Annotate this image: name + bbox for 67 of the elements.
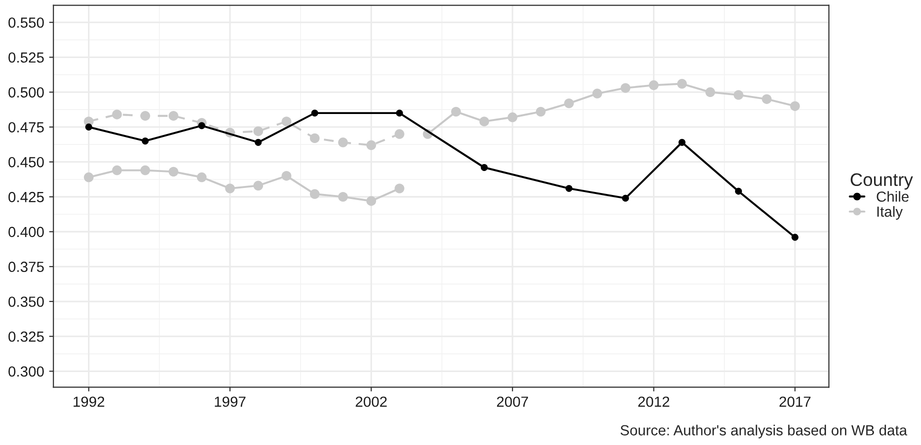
point	[225, 184, 235, 194]
point	[394, 129, 404, 139]
point	[198, 122, 206, 130]
y-tick-label: 0.300	[8, 366, 44, 377]
x-tick-label: 2012	[638, 396, 670, 407]
point	[677, 78, 687, 89]
point	[480, 164, 488, 171]
y-tick-label: 0.425	[8, 192, 44, 202]
point	[253, 180, 264, 190]
y-tick-label: 0.375	[8, 262, 44, 272]
point	[140, 165, 150, 176]
point	[451, 106, 461, 117]
point	[678, 138, 686, 146]
x-tick-label: 2002	[356, 396, 387, 407]
y-tick-label: 0.325	[8, 331, 44, 342]
point	[366, 196, 376, 206]
point	[735, 188, 742, 195]
point	[762, 94, 772, 104]
x-tick-label: 2007	[497, 396, 528, 407]
point	[310, 189, 320, 199]
point	[142, 138, 149, 144]
point	[311, 110, 318, 117]
point	[254, 138, 262, 146]
y-tick-label: 0.350	[8, 296, 44, 307]
point	[790, 101, 800, 111]
point	[396, 110, 403, 117]
point	[282, 171, 292, 181]
point	[253, 126, 264, 136]
point	[705, 87, 716, 97]
point	[282, 116, 292, 126]
point	[112, 165, 122, 176]
point	[196, 172, 207, 182]
point	[479, 116, 490, 126]
point	[168, 111, 178, 121]
point	[792, 234, 798, 241]
point	[648, 80, 659, 90]
point	[394, 184, 404, 194]
x-tick-label: 1997	[214, 396, 246, 407]
legend-label: Italy	[877, 206, 903, 220]
point	[310, 133, 320, 144]
point	[564, 98, 574, 108]
point	[112, 110, 122, 120]
x-tick-label: 1992	[74, 396, 104, 407]
point	[566, 184, 572, 192]
point	[85, 124, 92, 130]
y-tick-label: 0.450	[8, 157, 44, 168]
point	[140, 111, 150, 121]
point	[168, 166, 178, 177]
y-tick-label: 0.475	[8, 122, 44, 132]
point	[620, 83, 630, 93]
point	[508, 112, 518, 122]
point	[338, 138, 348, 148]
y-tick-label: 0.525	[8, 52, 44, 63]
point	[592, 88, 602, 98]
legend-title: Country	[850, 173, 913, 190]
point	[84, 172, 94, 182]
point	[734, 90, 744, 100]
point	[536, 106, 546, 117]
y-tick-label: 0.500	[8, 87, 44, 98]
point	[338, 192, 348, 202]
point	[366, 140, 376, 150]
y-tick-label: 0.400	[8, 226, 44, 238]
legend-label: Chile	[876, 191, 909, 202]
source-note: Source: Author's analysis based on WB data	[620, 424, 908, 438]
y-tick-label: 0.550	[8, 17, 44, 28]
x-tick-label: 2017	[780, 396, 810, 407]
point	[622, 194, 629, 202]
